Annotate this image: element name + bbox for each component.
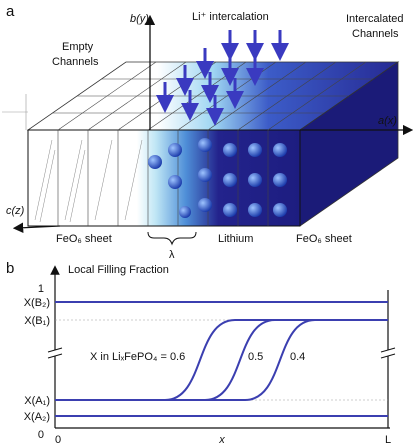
y-label: 1 bbox=[38, 283, 44, 295]
annotation: λ bbox=[169, 249, 175, 261]
y-title: Local Filling Fraction bbox=[68, 264, 169, 276]
annotation: Intercalated bbox=[346, 13, 403, 25]
annotation: Lithium bbox=[218, 233, 253, 245]
annotation: Channels bbox=[52, 56, 99, 68]
panel-label: a bbox=[6, 3, 15, 20]
brace bbox=[147, 231, 197, 246]
annotation: Empty bbox=[62, 41, 94, 53]
intercalation-arrows bbox=[156, 30, 289, 126]
x-label: x bbox=[218, 434, 225, 445]
hatching bbox=[34, 139, 143, 223]
y-label: 0 bbox=[38, 429, 44, 441]
axis-breaks bbox=[47, 347, 396, 359]
panel-label: b bbox=[6, 260, 14, 277]
y-label: X(A₂) bbox=[24, 411, 50, 423]
axes bbox=[50, 265, 390, 429]
annotation: FeO₆ sheet bbox=[56, 233, 112, 245]
lithium-spheres bbox=[148, 138, 287, 218]
axis-label: a(x) bbox=[378, 115, 397, 127]
axes-3d bbox=[12, 14, 414, 233]
filling-curves bbox=[55, 301, 388, 417]
panel-a: a b(y) a bbox=[2, 3, 414, 261]
y-label: X(B₁) bbox=[24, 315, 50, 327]
axis-label: b(y) bbox=[130, 13, 149, 25]
curve-label: 0.5 bbox=[248, 351, 263, 363]
curve-label: X in LiₓFePO₄ = 0.6 bbox=[90, 351, 185, 363]
y-label: X(A₁) bbox=[24, 395, 50, 407]
x-label: 0 bbox=[55, 434, 61, 445]
curve-label: 0.4 bbox=[290, 351, 305, 363]
annotation: FeO₆ sheet bbox=[296, 233, 352, 245]
annotation: Li⁺ intercalation bbox=[192, 11, 269, 23]
x-label: L bbox=[385, 434, 391, 445]
axis-label: c(z) bbox=[6, 205, 25, 217]
y-label: X(B₂) bbox=[24, 297, 50, 309]
panel-b: b Local Filling Fraction 1 X(B₂) X(B₁) X… bbox=[6, 260, 396, 445]
annotation: Channels bbox=[352, 28, 399, 40]
